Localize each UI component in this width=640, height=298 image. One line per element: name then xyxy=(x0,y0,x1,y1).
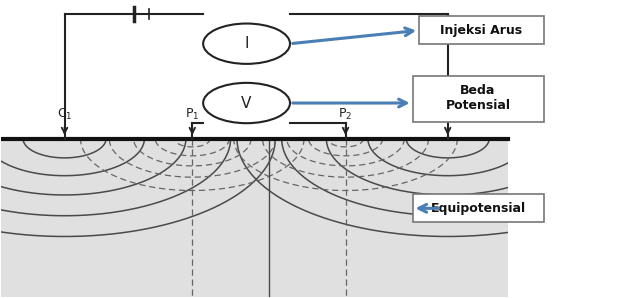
Text: Potensial: Potensial xyxy=(445,100,511,112)
Text: Injeksi Arus: Injeksi Arus xyxy=(440,24,522,37)
Circle shape xyxy=(203,83,290,123)
Text: Equipotensial: Equipotensial xyxy=(431,202,525,215)
Text: P$_2$: P$_2$ xyxy=(339,107,353,122)
Text: V: V xyxy=(241,96,252,111)
Text: Beda: Beda xyxy=(460,84,496,97)
Bar xyxy=(1,139,508,297)
Text: I: I xyxy=(244,36,249,51)
Bar xyxy=(413,76,543,122)
Text: C$_1$: C$_1$ xyxy=(57,107,72,122)
Bar xyxy=(413,194,543,222)
Circle shape xyxy=(203,24,290,64)
Text: P$_1$: P$_1$ xyxy=(185,107,200,122)
Text: C$_2$: C$_2$ xyxy=(440,107,456,122)
Bar xyxy=(419,16,543,44)
